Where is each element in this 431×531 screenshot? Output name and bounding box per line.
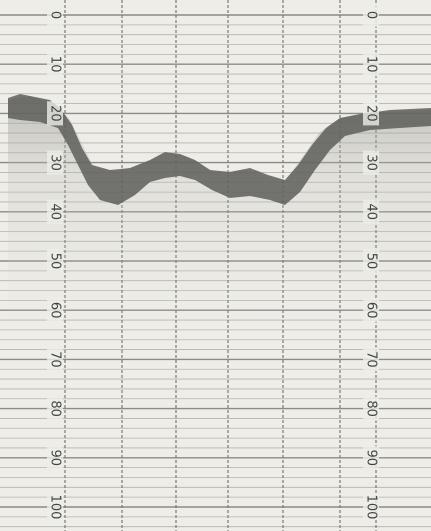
label-backing <box>363 347 379 372</box>
label-backing <box>363 3 379 27</box>
label-backing <box>363 150 379 175</box>
label-backing <box>47 347 63 372</box>
depth-label: 80 <box>48 400 63 417</box>
depth-label: 20 <box>48 105 63 122</box>
depth-label: 40 <box>48 204 63 221</box>
label-backing <box>47 52 63 77</box>
label-backing <box>363 445 379 470</box>
label-backing <box>363 495 379 519</box>
depth-label: 30 <box>364 154 379 171</box>
label-backing <box>47 3 63 27</box>
depth-label: 90 <box>48 450 63 467</box>
depth-labels: 0 10 20 30 40 50 60 70 80 90 100 0 10 20 30 40 50 60 70 80 9… <box>47 3 379 519</box>
label-backing <box>363 199 379 224</box>
label-backing <box>363 249 379 273</box>
label-backing <box>47 396 63 421</box>
label-backing <box>47 101 63 126</box>
depth-label: 90 <box>364 450 379 467</box>
depth-label: 70 <box>364 351 379 368</box>
depth-label: 100 <box>48 495 63 520</box>
label-backing <box>363 396 379 421</box>
label-backing <box>363 298 379 323</box>
label-backing <box>47 495 63 519</box>
bottom-echo <box>8 94 431 205</box>
depth-label: 50 <box>48 253 63 270</box>
depth-label: 80 <box>364 400 379 417</box>
label-backing <box>47 249 63 273</box>
label-backing <box>47 298 63 323</box>
depth-label: 100 <box>364 495 379 520</box>
depth-label: 70 <box>48 351 63 368</box>
label-backing <box>47 445 63 470</box>
depth-label: 0 <box>364 11 379 19</box>
depth-label: 20 <box>364 105 379 122</box>
depth-label: 0 <box>48 11 63 19</box>
depth-label: 10 <box>364 56 379 73</box>
label-backing <box>47 150 63 175</box>
label-backing <box>363 101 379 126</box>
label-backing <box>47 199 63 224</box>
depth-label: 30 <box>48 154 63 171</box>
depth-label: 60 <box>48 302 63 319</box>
depth-label: 40 <box>364 204 379 221</box>
depth-label: 60 <box>364 302 379 319</box>
depth-label: 10 <box>48 56 63 73</box>
label-backing <box>363 52 379 77</box>
depth-label: 50 <box>364 253 379 270</box>
